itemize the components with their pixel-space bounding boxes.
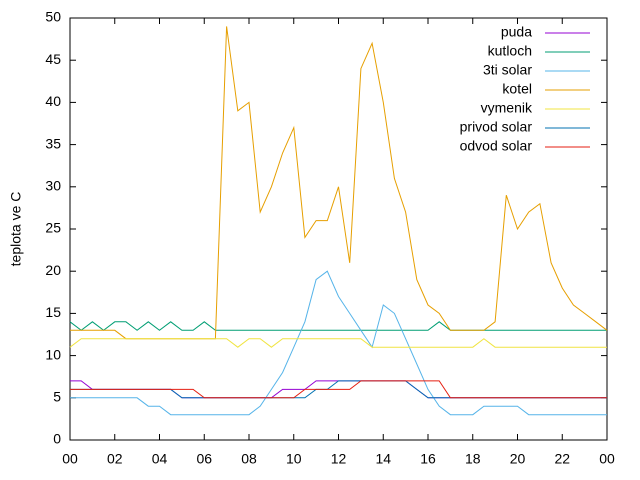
- y-tick-label: 30: [45, 178, 61, 194]
- y-tick-label: 50: [45, 9, 61, 25]
- y-tick-label: 35: [45, 135, 61, 151]
- x-tick-label: 12: [331, 451, 347, 467]
- legend-label: kotel: [502, 81, 532, 97]
- x-tick-label: 08: [241, 451, 257, 467]
- x-tick-label: 00: [62, 451, 78, 467]
- y-tick-label: 25: [45, 220, 61, 236]
- series-line: [69, 338, 607, 348]
- legend-label: odvod solar: [460, 138, 533, 154]
- series-line: [70, 380, 607, 399]
- y-tick-label: 20: [45, 262, 61, 278]
- y-tick-label: 45: [45, 51, 61, 67]
- y-tick-label: 40: [45, 93, 61, 109]
- x-tick-label: 14: [375, 451, 391, 467]
- x-tick-label: 02: [107, 451, 123, 467]
- legend-label: vymenik: [481, 100, 533, 116]
- y-tick-label: 10: [45, 346, 61, 362]
- x-tick-label: 18: [465, 451, 481, 467]
- series-line: [69, 321, 607, 331]
- legend-label: privod solar: [460, 119, 533, 135]
- x-tick-label: 20: [510, 451, 526, 467]
- y-tick-label: 0: [53, 431, 61, 447]
- x-tick-label: 10: [286, 451, 302, 467]
- legend-label: 3ti solar: [483, 62, 532, 78]
- y-axis-label: teplota ve C: [8, 192, 24, 267]
- y-tick-label: 15: [45, 304, 61, 320]
- x-tick-label: 16: [420, 451, 436, 467]
- legend-label: puda: [501, 24, 532, 40]
- legend-label: kutloch: [488, 43, 532, 59]
- x-tick-label: 04: [152, 451, 168, 467]
- x-tick-label: 06: [196, 451, 212, 467]
- series-line: [70, 270, 607, 416]
- x-tick-label: 22: [554, 451, 570, 467]
- x-tick-label: 00: [599, 451, 615, 467]
- y-tick-label: 5: [53, 389, 61, 405]
